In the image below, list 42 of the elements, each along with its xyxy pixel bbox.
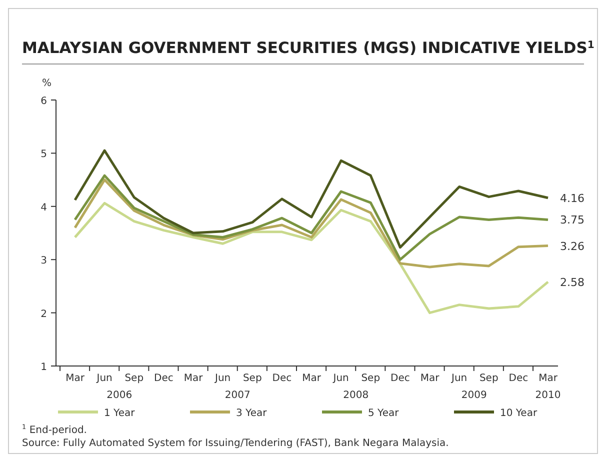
data-label: 2.58 [560,276,584,289]
x-tick-label: Jun [96,373,112,384]
y-tick-label: 2 [40,308,47,320]
x-tick-label: Jun [214,373,231,384]
x-tick-label: Dec [272,373,292,384]
legend-label: 5 Year [368,408,400,419]
y-tick-label: 4 [40,202,47,214]
x-tick-label: Sep [242,373,262,384]
text: 2008 [343,390,369,401]
y-tick-label: 3 [40,256,47,267]
legend-label: 10 Year [500,408,538,419]
x-tick-label: Sep [124,373,144,384]
y-tick-label: 1 [40,362,47,373]
text: $^{1}$ End-period. [22,423,87,436]
data-label: 3.75 [560,214,584,227]
x-tick-label: Mar [184,373,204,384]
y-axis-title: % [42,78,52,89]
x-tick-label: Jun [332,373,349,384]
line-series [74,149,550,249]
text: 2010 [535,390,561,401]
line-series [74,202,550,314]
x-tick-label: Dec [390,373,410,384]
x-tick-label: Jun [450,373,468,384]
x-tick-label: Mar [420,373,440,384]
x-tick-label: Mar [538,373,558,384]
source-note: Source: Fully Automated System for Issuing/Tendering (FAST), Bank Negara Malaysia. [22,438,449,449]
text: 2007 [224,390,250,401]
legend-label: 3 Year [236,408,268,419]
legend-label: 1 Year [104,408,136,419]
text: 2006 [106,390,132,401]
x-tick-label: Sep [479,373,498,384]
data-label: 4.16 [560,192,584,205]
chart-title: MALAYSIAN GOVERNMENT SECURITIES (MGS) INDICATIVE YIELDS$^{1}$ [22,39,594,57]
y-tick-label: 5 [40,149,47,160]
x-tick-label: Mar [66,373,86,384]
text: 2009 [461,390,487,401]
data-label: 3.26 [560,240,584,253]
x-tick-label: Sep [361,373,380,384]
x-tick-label: Mar [302,373,322,384]
x-tick-label: Dec [154,373,174,384]
x-tick-label: Dec [508,373,528,384]
y-tick-label: 6 [40,96,47,107]
